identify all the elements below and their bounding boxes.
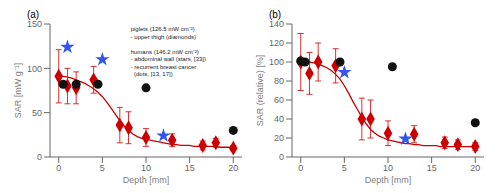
svg-text:120: 120 [269,38,284,48]
svg-text:5: 5 [100,163,105,173]
svg-text:100: 100 [27,64,42,74]
svg-text:0: 0 [279,152,284,162]
svg-text:15: 15 [427,163,437,173]
svg-text:50: 50 [32,108,42,118]
svg-text:20: 20 [228,163,238,173]
html-text:(b): (b) [269,9,282,20]
svg-text:100: 100 [269,57,284,67]
svg-text:15: 15 [185,163,195,173]
html-text:(a): (a) [27,9,40,20]
svg-text:0: 0 [56,163,61,173]
svg-text:0: 0 [298,163,303,173]
svg-text:140: 140 [269,19,284,29]
svg-text:20: 20 [470,163,480,173]
svg-text:Depth [mm]: Depth [mm] [365,175,412,185]
html-text:piglets (126.5 mW cm⁻²) - uppe: piglets (126.5 mW cm⁻²) - upper thigh (d… [130,26,206,77]
svg-text:60: 60 [274,95,284,105]
svg-text:150: 150 [27,19,42,29]
svg-text:40: 40 [274,114,284,124]
svg-text:SAR (relative) [%]: SAR (relative) [%] [255,55,265,127]
svg-text:Depth [mm]: Depth [mm] [123,175,170,185]
svg-text:0: 0 [37,152,42,162]
svg-text:80: 80 [274,76,284,86]
svg-text:10: 10 [383,163,393,173]
svg-text:5: 5 [342,163,347,173]
svg-text:10: 10 [141,163,151,173]
svg-text:SAR [mW g⁻¹]: SAR [mW g⁻¹] [13,63,23,119]
svg-text:20: 20 [274,133,284,143]
